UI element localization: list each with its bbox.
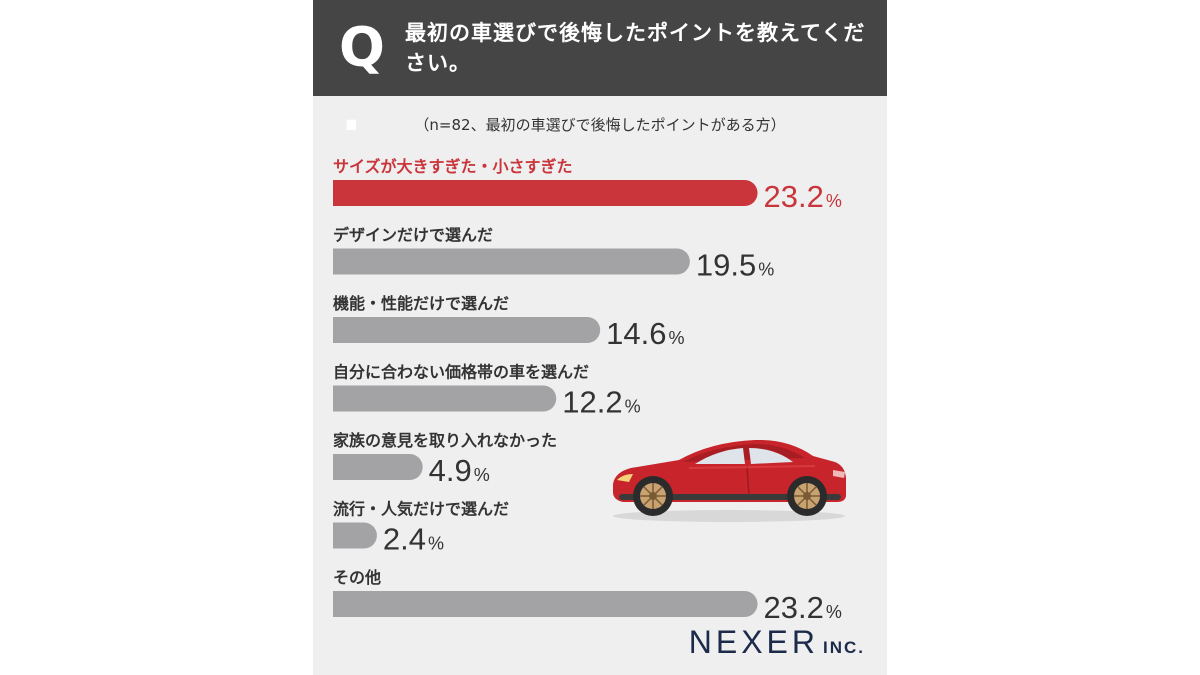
bar [333, 180, 758, 206]
bar-left-edge [333, 522, 346, 549]
value-label: 14.6% [606, 316, 684, 351]
category-label: 自分に合わない価格帯の車を選んだ [333, 363, 589, 382]
bar-left-edge [333, 454, 346, 480]
bar [333, 454, 423, 480]
chart-panel: Q. 最初の車選びで後悔したポイントを教えてください。 （n=82、最初の車選び… [313, 0, 887, 675]
category-label: デザインだけで選んだ [333, 226, 493, 245]
value-label: 12.2% [562, 385, 640, 420]
category-label: その他 [333, 568, 381, 587]
category-label: 機能・性能だけで選んだ [333, 294, 509, 313]
bar-chart: サイズが大きすぎた・小さすぎた 23.2 % デザインだけで選んだ 19.5 % 機能・性能… [333, 157, 846, 625]
value-label: 23.2% [764, 590, 842, 625]
value-label: 2.4% [383, 522, 444, 557]
bar [333, 591, 758, 617]
q-mark: Q. [339, 16, 385, 143]
bar-left-edge [333, 180, 346, 206]
bar-left-edge [333, 385, 346, 412]
bar-left-edge [333, 591, 346, 617]
nexer-logo: NEXER INC. [688, 624, 865, 660]
value-label: 4.9% [429, 453, 490, 488]
category-label: 家族の意見を取り入れなかった [333, 431, 557, 450]
question-header: Q. 最初の車選びで後悔したポイントを教えてください。 [313, 0, 887, 143]
question-text: 最初の車選びで後悔したポイントを教えてください。 [405, 21, 866, 75]
bar-left-edge [333, 248, 346, 275]
value-label: 23.2% [764, 179, 842, 214]
bar [333, 317, 601, 343]
value-label: 19.5% [696, 248, 774, 283]
bar-left-edge [333, 317, 346, 343]
bar [333, 248, 690, 275]
category-label: サイズが大きすぎた・小さすぎた [333, 157, 573, 176]
bar [333, 385, 557, 412]
category-label: 流行・人気だけで選んだ [333, 500, 509, 519]
sample-note: （n=82、最初の車選びで後悔したポイントがある方） [414, 116, 786, 134]
red-car-icon [613, 439, 846, 522]
